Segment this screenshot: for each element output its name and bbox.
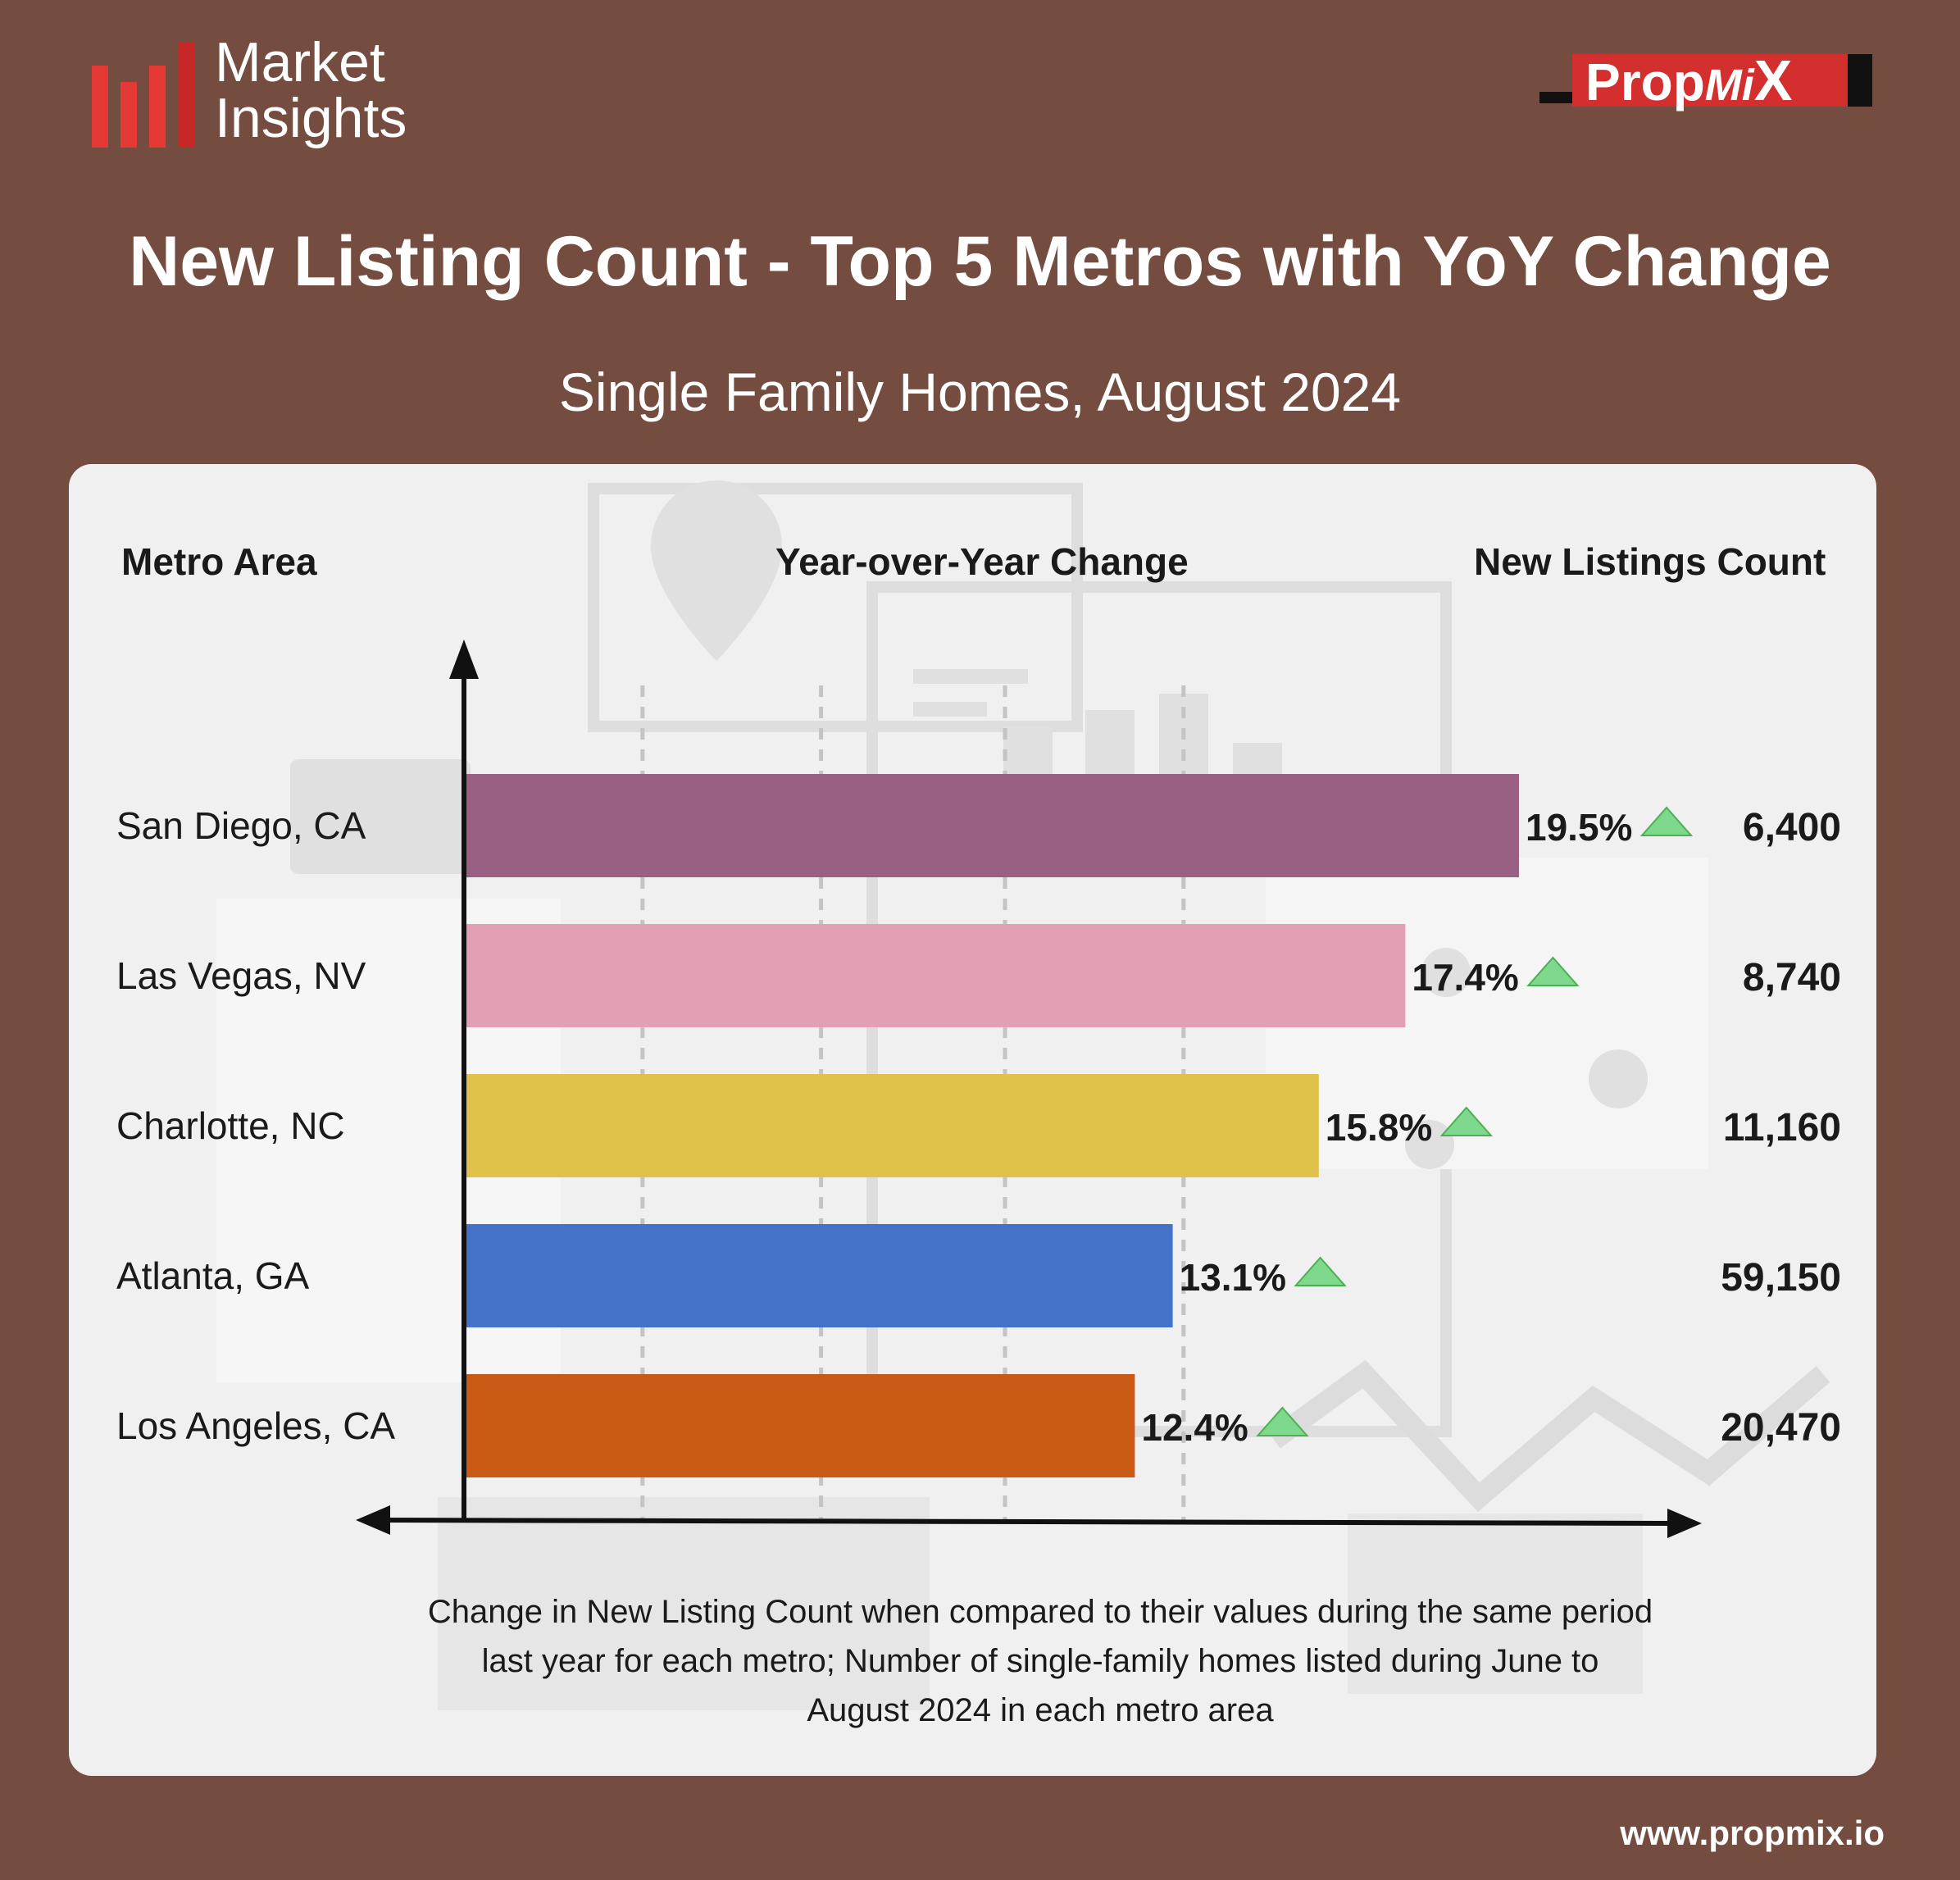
count-label: 20,470 — [1721, 1406, 1841, 1450]
bar — [464, 774, 1519, 877]
up-arrow-icon — [1526, 956, 1580, 986]
bar — [464, 1374, 1135, 1477]
bar-chart-icon — [90, 43, 201, 148]
propmix-part2: Mi — [1704, 61, 1754, 110]
up-arrow-icon — [1639, 806, 1694, 836]
website-url: www.propmix.io — [1620, 1814, 1885, 1852]
propmix-part3: X — [1753, 48, 1793, 112]
market-insights-logo: Market Insights — [90, 34, 467, 166]
category-label: Los Angeles, CA — [116, 1404, 395, 1447]
chart-subtitle: Single Family Homes, August 2024 — [558, 362, 1402, 422]
chart-title: New Listing Count - Top 5 Metros with Yo… — [129, 222, 1831, 301]
propmix-part1: Prop — [1585, 52, 1705, 112]
column-header-metro: Metro Area — [121, 540, 317, 583]
count-label: 11,160 — [1723, 1106, 1841, 1149]
column-header-count: New Listings Count — [1474, 540, 1826, 583]
footnote: Change in New Listing Count when compare… — [274, 1587, 1807, 1735]
data-label: 13.1% — [1180, 1256, 1286, 1299]
propmix-logo: PropMiX — [1539, 51, 1872, 118]
data-label: 19.5% — [1526, 806, 1632, 849]
brand-line1: Market — [215, 31, 385, 93]
data-label: 12.4% — [1141, 1406, 1248, 1449]
bar — [464, 924, 1406, 1027]
bar-chart: San Diego, CA 19.5% 6,400 Las Vegas, NV 17.4… — [116, 640, 1841, 1538]
count-label: 59,150 — [1721, 1256, 1841, 1300]
x-axis-left-arrow — [356, 1505, 390, 1535]
count-label: 8,740 — [1743, 956, 1841, 999]
footnote-line1: Change in New Listing Count when compare… — [427, 1594, 1653, 1630]
chart-card: Metro Area Year-over-Year Change New Lis… — [69, 464, 1876, 1776]
data-label: 17.4% — [1412, 956, 1518, 999]
bar — [464, 1224, 1173, 1327]
count-label: 6,400 — [1743, 806, 1841, 849]
x-axis-line — [373, 1518, 1671, 1526]
bar — [464, 1074, 1319, 1177]
up-arrow-icon — [1294, 1256, 1347, 1286]
y-axis-arrow — [449, 640, 479, 679]
footnote-line3: August 2024 in each metro area — [807, 1692, 1274, 1728]
column-header-yoy: Year-over-Year Change — [775, 540, 1189, 583]
up-arrow-icon — [1439, 1106, 1494, 1136]
footnote-line2: last year for each metro; Number of sing… — [481, 1643, 1599, 1679]
x-axis-right-arrow — [1667, 1509, 1702, 1538]
brand-line2: Insights — [215, 87, 407, 149]
data-label: 15.8% — [1326, 1106, 1432, 1149]
category-label: San Diego, CA — [116, 804, 366, 847]
category-label: Las Vegas, NV — [116, 954, 366, 997]
up-arrow-icon — [1256, 1406, 1309, 1436]
category-label: Atlanta, GA — [116, 1254, 310, 1297]
category-label: Charlotte, NC — [116, 1104, 345, 1147]
